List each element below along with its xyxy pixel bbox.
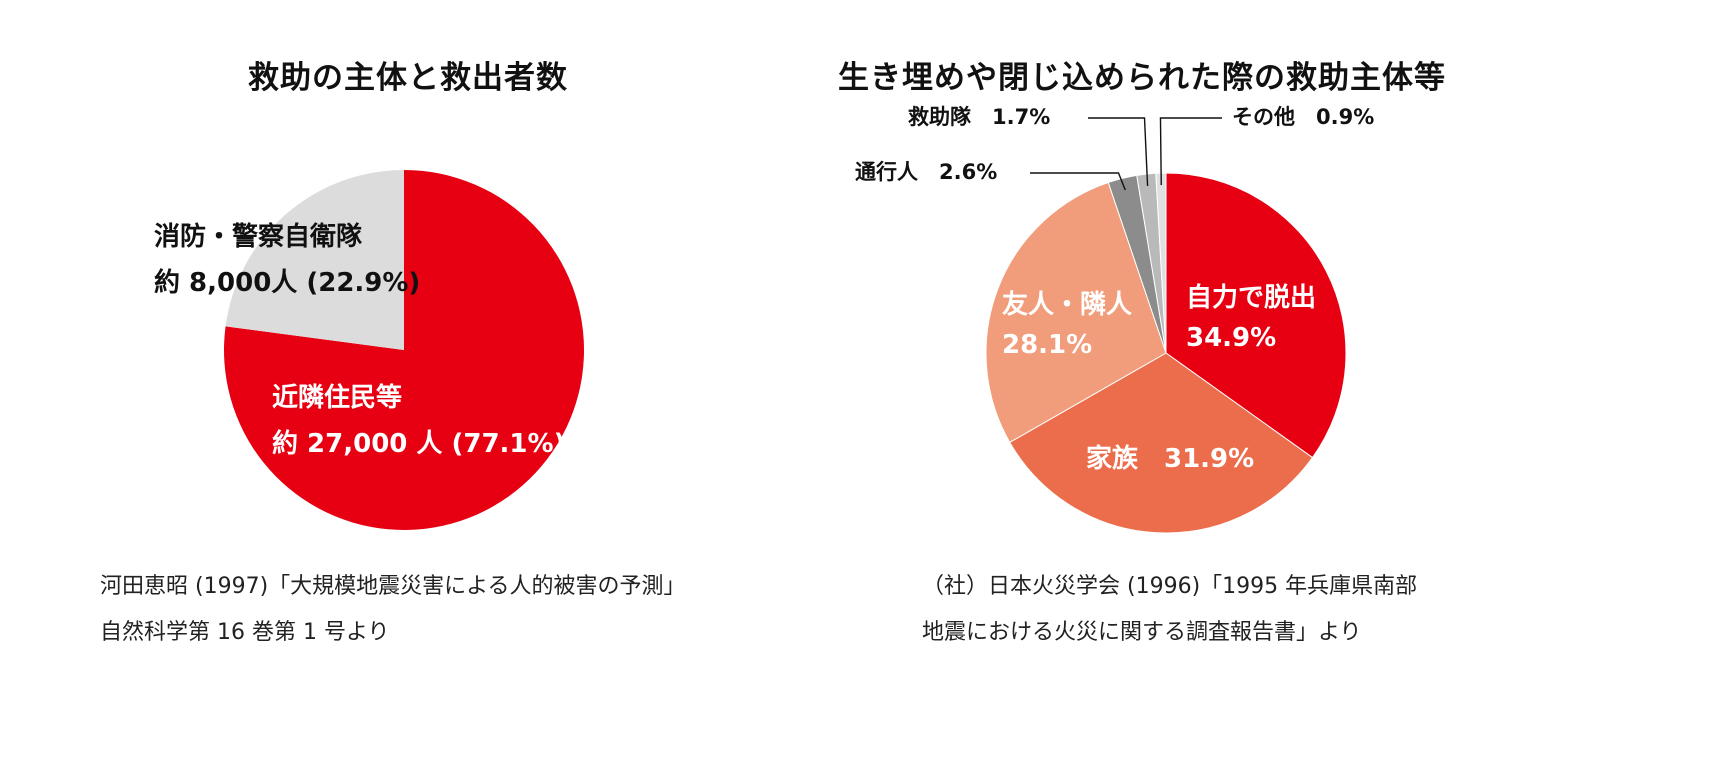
chart1-pie: 近隣住民等約 27,000 人 (77.1%) 消防・警察自衛隊約 8,000人 … xyxy=(154,170,584,530)
chart2-label-passerby: 通行人 2.6% xyxy=(855,160,997,184)
chart1-slice-2 xyxy=(225,170,404,350)
chart2-label-friends: 友人・隣人 28.1% xyxy=(1002,290,1132,360)
chart2-label-family: 家族 31.9% xyxy=(1086,443,1254,474)
chart2-source-line-1: （社）日本火災学会 (1996)「1995 年兵庫県南部 xyxy=(922,574,1418,599)
chart2-label-rescue-team-leader-line xyxy=(1088,117,1149,187)
chart2-label-passerby-leader-line xyxy=(1030,172,1126,191)
chart2-label-other-leader-line xyxy=(1159,117,1222,186)
chart2-slice-1 xyxy=(1165,172,1347,459)
chart2-label-rescue-team: 救助隊 1.7% xyxy=(908,105,1050,129)
chart2-pie: 自力で脱出 34.9% 家族 31.9% 友人・隣人 28.1% 通行人 2.6% 救助隊 … xyxy=(855,105,1374,534)
chart2-slice-2 xyxy=(1009,352,1314,534)
chart1-source-line-2: 自然科学第 16 巻第 1 号より xyxy=(100,620,390,645)
chart1-source: 河田恵昭 (1997)「大規模地震災害による人的被害の予測」 自然科学第 16 … xyxy=(100,564,686,656)
chart2-slice-3 xyxy=(985,181,1167,444)
chart2-label-other: その他 0.9% xyxy=(1232,105,1374,129)
chart2-source: （社）日本火災学会 (1996)「1995 年兵庫県南部 地震における火災に関す… xyxy=(922,564,1417,656)
chart1-label-neighbors: 近隣住民等約 27,000 人 (77.1%) xyxy=(272,382,565,459)
chart1-source-line-1: 河田恵昭 (1997)「大規模地震災害による人的被害の予測」 xyxy=(100,574,686,599)
chart2-label-self-escape: 自力で脱出 34.9% xyxy=(1186,282,1316,353)
chart1-label-responders: 消防・警察自衛隊約 8,000人 (22.9%) xyxy=(154,221,420,298)
chart2-title: 生き埋めや閉じ込められた際の救助主体等 xyxy=(838,60,1446,96)
chart2-source-line-2: 地震における火災に関する調査報告書」より xyxy=(922,620,1362,645)
chart1-title: 救助の主体と救出者数 xyxy=(248,60,568,96)
